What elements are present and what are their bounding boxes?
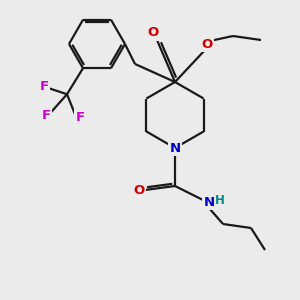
Text: H: H — [215, 194, 225, 206]
Text: O: O — [134, 184, 145, 196]
Text: N: N — [169, 142, 181, 154]
Text: O: O — [201, 38, 213, 50]
Text: N: N — [203, 196, 214, 208]
Text: O: O — [147, 26, 159, 40]
Text: F: F — [41, 109, 51, 122]
Text: F: F — [75, 111, 85, 124]
Text: F: F — [39, 80, 49, 93]
